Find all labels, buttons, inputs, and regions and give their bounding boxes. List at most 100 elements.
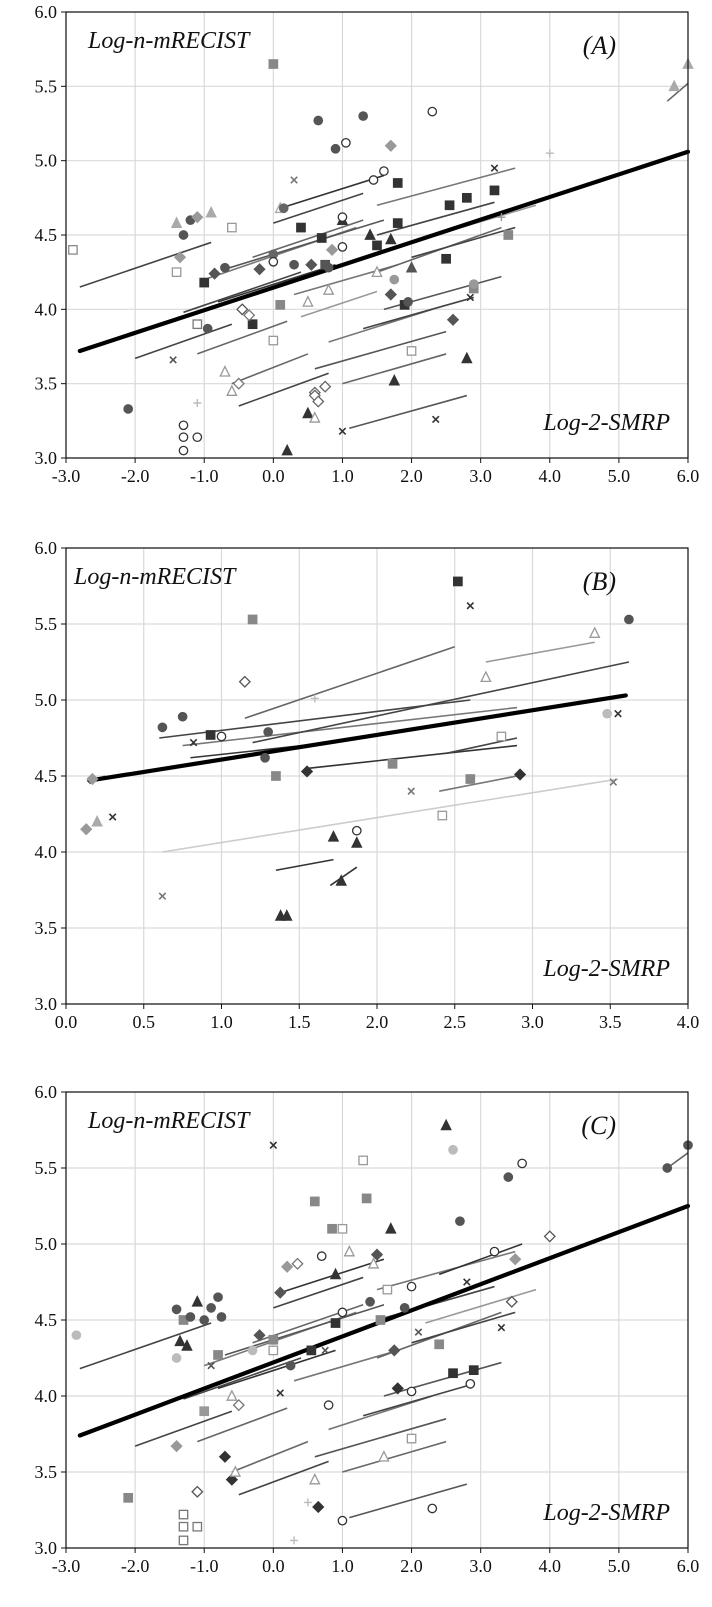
series-fit-line	[293, 1349, 398, 1382]
data-point	[269, 1141, 278, 1149]
data-point	[368, 175, 379, 185]
data-point	[185, 1312, 196, 1322]
series-fit-line	[273, 192, 364, 224]
data-point	[463, 1278, 471, 1286]
data-point	[177, 711, 188, 722]
data-point	[192, 432, 203, 443]
data-point	[387, 758, 398, 769]
data-point	[465, 1378, 476, 1389]
series-fit-line	[183, 1357, 302, 1400]
series-fit-line	[197, 320, 288, 355]
data-point	[329, 1267, 342, 1280]
x-tick-label: 0.0	[55, 1012, 78, 1032]
series-fit-line	[349, 1483, 468, 1519]
data-point	[337, 1307, 348, 1318]
data-point	[378, 1450, 390, 1462]
data-point	[199, 1315, 210, 1325]
panel-label: (A)	[583, 31, 616, 60]
data-point	[202, 323, 213, 334]
data-point	[513, 768, 527, 781]
data-point	[253, 1329, 266, 1342]
series-fit-line	[362, 1383, 474, 1417]
series-fit-line	[306, 744, 518, 770]
data-point	[191, 211, 204, 224]
series-fit-line	[485, 641, 595, 663]
y-tick-labels: 3.0 3.5 4.0 4.5 5.0 5.5 6.0	[35, 538, 66, 1014]
x-tick-label: 3.5	[599, 1012, 622, 1032]
y-tick-label: 3.0	[35, 994, 58, 1014]
x-tick-label: -1.0	[190, 466, 219, 486]
series-fit-line	[217, 1349, 336, 1390]
regression-segments	[79, 82, 689, 430]
data-point	[466, 293, 475, 302]
data-point	[497, 213, 506, 222]
series-fit-line	[376, 201, 495, 236]
data-points	[68, 57, 694, 456]
y-tick-label: 5.5	[35, 1158, 58, 1178]
data-point	[296, 222, 306, 233]
data-point	[437, 810, 448, 821]
pooled-fit-line	[77, 149, 691, 354]
data-point	[229, 1465, 242, 1477]
data-point	[497, 1323, 506, 1332]
y-tick-label: 5.0	[35, 690, 58, 710]
data-point	[389, 274, 400, 285]
data-point	[330, 143, 341, 154]
data-point	[321, 1346, 329, 1355]
x-tick-label: 2.0	[400, 1556, 423, 1576]
data-point	[291, 1257, 304, 1270]
y-axis-label: Log-n-mRECIST	[87, 28, 251, 54]
data-point	[306, 1345, 317, 1356]
x-tick-label: -2.0	[121, 1556, 150, 1576]
x-tick-labels: -3.0 -2.0 -1.0 0.0 1.0 2.0 3.0 4.0 5.0 6.0	[52, 458, 700, 486]
data-point	[517, 1158, 527, 1169]
y-tick-label: 5.0	[35, 151, 58, 171]
data-point	[290, 176, 298, 184]
y-tick-label: 3.5	[35, 918, 58, 938]
data-point	[453, 576, 463, 587]
data-point	[455, 1216, 465, 1227]
data-point	[370, 1248, 384, 1261]
series-fit-line	[314, 1418, 447, 1458]
y-tick-label: 4.5	[35, 1310, 58, 1330]
data-point	[213, 1350, 223, 1360]
data-point	[178, 1521, 189, 1532]
data-point	[602, 708, 612, 719]
data-point	[216, 731, 227, 742]
data-point	[281, 1260, 294, 1273]
data-point	[271, 771, 281, 781]
data-point	[330, 1318, 341, 1328]
data-point	[337, 1515, 348, 1526]
data-point	[388, 374, 401, 386]
data-point	[300, 765, 314, 778]
x-tick-label: 1.0	[331, 1556, 354, 1576]
data-point	[170, 1440, 183, 1453]
series-fit-line	[376, 167, 516, 207]
data-point	[227, 222, 237, 233]
data-point	[91, 814, 103, 827]
data-point	[178, 1535, 189, 1546]
x-tick-label: 0.5	[133, 1012, 156, 1032]
data-point	[489, 185, 500, 196]
y-tick-label: 4.0	[35, 1386, 58, 1406]
data-point	[496, 731, 507, 742]
x-tick-label: 1.0	[331, 466, 354, 486]
series-fit-line	[79, 241, 212, 288]
series-fit-line	[252, 219, 364, 259]
data-point	[302, 406, 314, 419]
y-tick-label: 3.0	[35, 1538, 58, 1558]
series-fit-line	[438, 1243, 523, 1276]
data-point	[427, 106, 438, 117]
data-point	[268, 59, 279, 69]
gridlines	[65, 547, 689, 1005]
x-tick-label: 1.5	[288, 1012, 311, 1032]
data-point	[232, 1399, 245, 1412]
series-fit-line	[252, 661, 630, 744]
data-point	[337, 212, 348, 223]
x-tick-label: 6.0	[677, 466, 700, 486]
data-point	[178, 230, 189, 240]
data-point	[406, 1433, 417, 1444]
data-point	[545, 149, 554, 158]
data-point	[205, 206, 217, 218]
data-point	[169, 356, 177, 364]
